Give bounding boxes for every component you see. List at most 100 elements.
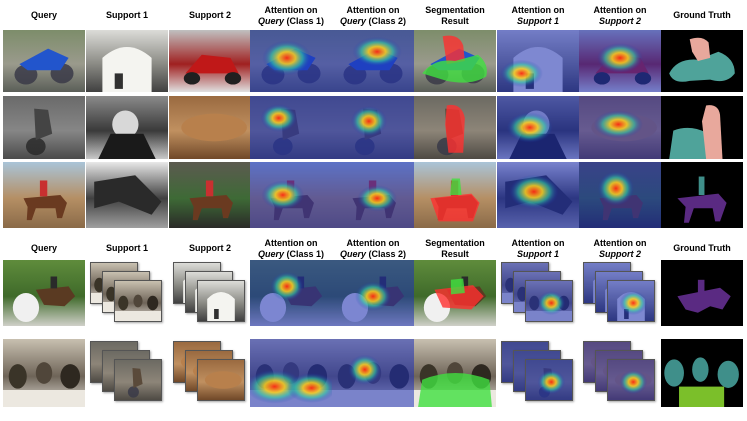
header-line2: Result [441, 16, 469, 26]
support2-stack-sheet [197, 280, 245, 322]
segmentation-result-image [414, 162, 496, 228]
header-line1: Attention on [264, 238, 318, 248]
attention-query-class2 [332, 96, 414, 159]
support1-image-image [86, 162, 168, 228]
support1-stack-sheet [114, 359, 162, 401]
attention-support2-image [579, 96, 661, 159]
query-image [3, 339, 85, 407]
header-line1: Attention on [593, 238, 647, 248]
attention-query-class1 [250, 96, 332, 159]
header-line2: Query (Class 2) [339, 249, 407, 259]
attention-support2-stack [579, 339, 659, 403]
header-line2: Query (Class 1) [257, 249, 325, 259]
bottom-header-1: Support 1 [85, 243, 169, 254]
support2-image-image [169, 96, 251, 159]
attention-support1-image [497, 162, 579, 228]
query-image [3, 30, 85, 92]
header-line2: Query (Class 2) [339, 16, 407, 26]
attention-support2 [579, 162, 661, 228]
segmentation-result-image [414, 30, 496, 92]
attention-query-class2 [332, 260, 414, 326]
top-header-2: Support 2 [168, 10, 252, 21]
ground-truth [661, 260, 743, 326]
ground-truth [661, 162, 743, 228]
attention-query-class1-image [250, 96, 332, 159]
bottom-header-2: Support 2 [168, 243, 252, 254]
top-header-8: Ground Truth [660, 10, 744, 21]
header-line1: Ground Truth [673, 10, 731, 20]
header-line1: Attention on [264, 5, 318, 15]
attention-support1-stack [497, 339, 577, 403]
bottom-header-3: Attention on Query (Class 1) [249, 238, 333, 260]
top-header-4: Attention on Query (Class 2) [331, 5, 415, 27]
support2-image [169, 30, 251, 92]
header-line1: Segmentation [425, 5, 485, 15]
attention-support2-image [579, 30, 661, 92]
header-line1: Support 2 [189, 243, 231, 253]
header-line1: Attention on [346, 5, 400, 15]
header-line1: Attention on [511, 238, 565, 248]
attention-support2-image [579, 162, 661, 228]
segmentation-result [414, 162, 496, 228]
attention-query-class1 [250, 30, 332, 92]
query-image-image [3, 339, 85, 407]
support1-image-image [86, 96, 168, 159]
bottom-header-4: Attention on Query (Class 2) [331, 238, 415, 260]
attention-support1-stack-sheet [525, 280, 573, 322]
query-image [3, 162, 85, 228]
attention-support1 [497, 96, 579, 159]
ground-truth-image [661, 162, 743, 228]
support1-image [86, 162, 168, 228]
query-image [3, 96, 85, 159]
query-image-image [3, 96, 85, 159]
attention-query-class2-image [332, 96, 414, 159]
query-image-image [3, 162, 85, 228]
attention-support2-stack-sheet [607, 359, 655, 401]
query-image [3, 260, 85, 326]
ground-truth-image [661, 260, 743, 326]
attention-query-class1 [250, 339, 332, 407]
ground-truth-image [661, 30, 743, 92]
attention-support1 [497, 162, 579, 228]
header-line1: Support 2 [189, 10, 231, 20]
support2-stack [169, 339, 249, 403]
header-line2: Result [441, 249, 469, 259]
support2-stack-sheet [197, 359, 245, 401]
attention-query-class2 [332, 162, 414, 228]
header-line1: Attention on [593, 5, 647, 15]
attention-query-class2-image [332, 339, 414, 407]
header-line2: Support 1 [517, 16, 559, 26]
attention-query-class1 [250, 260, 332, 326]
support2-image-image [169, 162, 251, 228]
top-header-6: Attention on Support 1 [496, 5, 580, 27]
header-line1: Support 1 [106, 10, 148, 20]
support1-stack-sheet [114, 280, 162, 322]
attention-query-class1 [250, 162, 332, 228]
header-line1: Attention on [346, 238, 400, 248]
segmentation-result-image [414, 260, 496, 326]
support1-image [86, 30, 168, 92]
header-line2: Query (Class 1) [257, 16, 325, 26]
attention-support1-image [497, 30, 579, 92]
ground-truth-image [661, 96, 743, 159]
attention-support1-stack [497, 260, 577, 324]
ground-truth-image [661, 339, 743, 407]
support2-image [169, 162, 251, 228]
support1-stack [86, 339, 166, 403]
attention-query-class1-image [250, 260, 332, 326]
support2-image-image [169, 30, 251, 92]
segmentation-result [414, 260, 496, 326]
header-line1: Segmentation [425, 238, 485, 248]
header-line2: Support 2 [599, 249, 641, 259]
segmentation-result [414, 96, 496, 159]
support1-image-image [86, 30, 168, 92]
top-header-1: Support 1 [85, 10, 169, 21]
top-header-5: Segmentation Result [413, 5, 497, 27]
header-line1: Query [30, 10, 57, 20]
support2-stack [169, 260, 249, 324]
segmentation-result-image [414, 339, 496, 407]
header-line2: Support 2 [599, 16, 641, 26]
support1-stack [86, 260, 166, 324]
attention-support1-stack-sheet [525, 359, 573, 401]
header-line1: Query [30, 243, 57, 253]
